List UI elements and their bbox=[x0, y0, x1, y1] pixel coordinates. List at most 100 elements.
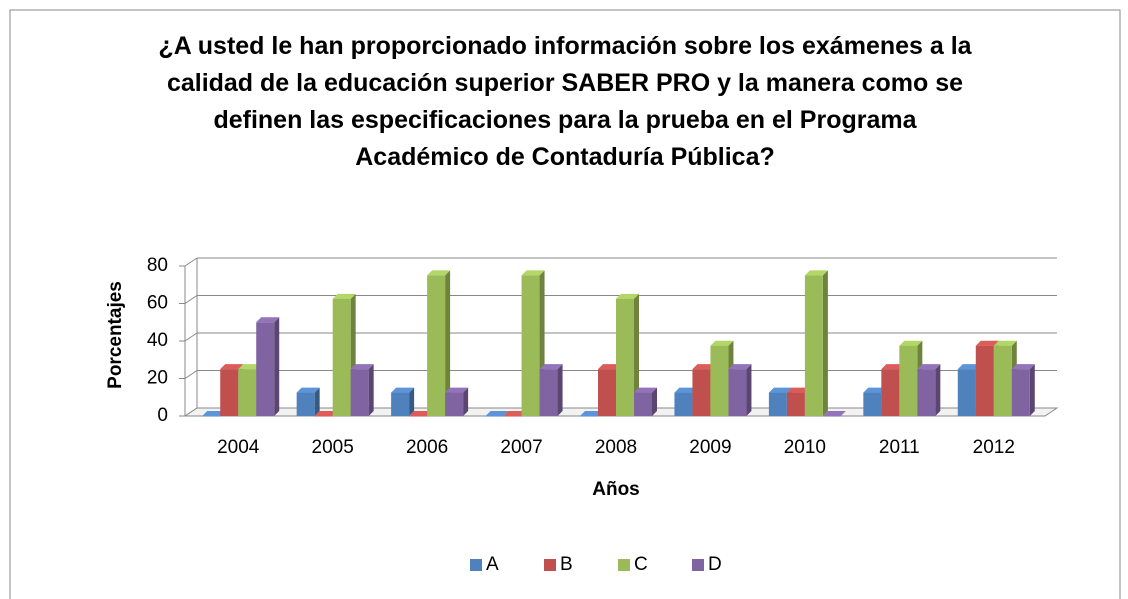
bar-side bbox=[822, 270, 828, 416]
y-tick-label: 40 bbox=[147, 330, 168, 351]
bar bbox=[1011, 364, 1035, 416]
grid-line-side bbox=[184, 257, 198, 267]
bar-top bbox=[539, 364, 563, 370]
bar-top bbox=[503, 411, 527, 416]
x-tick-label: 2011 bbox=[879, 437, 920, 458]
legend-label: A bbox=[486, 554, 499, 575]
grid-line-side bbox=[184, 332, 198, 342]
y-tick-label: 20 bbox=[147, 368, 168, 389]
x-tick-label: 2010 bbox=[784, 437, 826, 458]
bar-top bbox=[256, 317, 280, 323]
x-tick-label: 2008 bbox=[595, 437, 637, 458]
bar-side bbox=[463, 387, 469, 416]
bar-top bbox=[768, 387, 792, 393]
bar-top bbox=[899, 340, 923, 346]
legend-swatch bbox=[470, 559, 482, 571]
bar-top bbox=[202, 411, 226, 416]
bar-front bbox=[427, 275, 446, 416]
y-tick-label: 80 bbox=[147, 255, 168, 276]
bar-top bbox=[314, 411, 338, 416]
bar-top bbox=[296, 387, 320, 393]
bar-top bbox=[728, 364, 752, 370]
bar-top bbox=[391, 387, 415, 393]
bar-front bbox=[881, 369, 900, 416]
bar-side bbox=[274, 317, 280, 416]
bar bbox=[728, 364, 752, 416]
bar-front bbox=[822, 416, 841, 417]
bar bbox=[616, 293, 639, 416]
legend-label: C bbox=[634, 554, 648, 575]
bar-side bbox=[409, 387, 415, 416]
bar-top bbox=[881, 364, 905, 370]
bar-top bbox=[822, 411, 846, 416]
bar-top bbox=[521, 270, 545, 276]
bar-front bbox=[409, 416, 428, 417]
bar-top bbox=[993, 340, 1017, 346]
legend-label: B bbox=[560, 554, 573, 575]
bar-front bbox=[692, 369, 711, 416]
grid-line-side bbox=[184, 370, 198, 379]
bar-top bbox=[580, 411, 603, 416]
bar-front bbox=[503, 416, 522, 417]
bar-front bbox=[238, 369, 257, 416]
legend-swatch bbox=[692, 559, 704, 571]
bar-side bbox=[746, 364, 752, 416]
bar-front bbox=[521, 275, 540, 416]
bar-top bbox=[674, 387, 698, 393]
bar-top bbox=[238, 364, 262, 370]
bar-top bbox=[616, 293, 639, 299]
bar-front bbox=[710, 345, 729, 416]
legend-swatch bbox=[544, 559, 556, 571]
chart-border bbox=[9, 9, 1121, 599]
bar bbox=[427, 270, 451, 416]
bar bbox=[485, 411, 509, 417]
bar-side bbox=[557, 364, 563, 416]
bar-top bbox=[332, 293, 356, 299]
bar-top bbox=[634, 387, 657, 393]
bar-front bbox=[804, 275, 823, 416]
bar-top bbox=[350, 364, 374, 370]
bar-front bbox=[616, 298, 634, 416]
bar-side bbox=[1029, 364, 1035, 416]
bar bbox=[391, 387, 415, 416]
bar-top bbox=[598, 364, 621, 370]
bar bbox=[350, 364, 374, 416]
bar-front bbox=[768, 392, 787, 416]
bar-front bbox=[993, 345, 1012, 416]
x-tick-label: 2006 bbox=[406, 437, 448, 458]
bar-front bbox=[202, 416, 221, 417]
bar-side bbox=[314, 387, 320, 416]
bar-front bbox=[256, 322, 275, 416]
bar-front bbox=[580, 416, 598, 417]
bar-top bbox=[1011, 364, 1035, 370]
bar-front bbox=[314, 416, 333, 417]
bar-top bbox=[786, 387, 810, 393]
bar-front bbox=[899, 345, 918, 416]
bar-top bbox=[917, 364, 941, 370]
bar-top bbox=[427, 270, 451, 276]
bar-front bbox=[296, 392, 315, 416]
legend-swatch bbox=[618, 559, 630, 571]
bar-front bbox=[445, 392, 464, 416]
bar-top bbox=[485, 411, 509, 416]
bar-top bbox=[409, 411, 433, 416]
bar bbox=[202, 411, 226, 417]
bar-side bbox=[368, 364, 374, 416]
bar-top bbox=[692, 364, 716, 370]
chart-title: ¿A usted le han proporcionado informació… bbox=[158, 32, 972, 171]
bar-side bbox=[652, 387, 657, 416]
y-axis-label: Porcentajes bbox=[105, 281, 126, 389]
bar bbox=[580, 411, 603, 417]
bar-front bbox=[674, 392, 693, 416]
bar bbox=[804, 270, 828, 416]
x-axis-label: Años bbox=[592, 479, 640, 500]
bar-front bbox=[539, 369, 558, 416]
bar bbox=[822, 411, 846, 417]
legend-label: D bbox=[708, 554, 722, 575]
bar-front bbox=[786, 392, 805, 416]
y-tick-label: 60 bbox=[147, 293, 168, 314]
bar-front bbox=[917, 369, 936, 416]
x-tick-label: 2005 bbox=[312, 437, 354, 458]
bar-top bbox=[863, 387, 887, 393]
